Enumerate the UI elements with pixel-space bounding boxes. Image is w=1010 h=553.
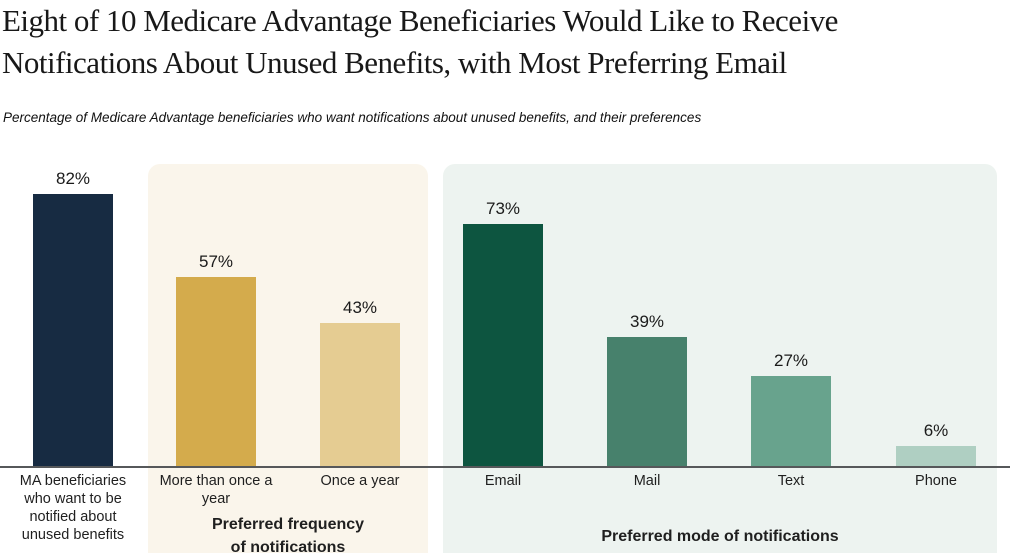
bar-slot-phone: 6% Phone	[864, 0, 1008, 553]
bar-category-label: Mail	[633, 473, 661, 489]
bar-category-label: Text	[777, 473, 805, 489]
bar-slot-email: 73% Email	[431, 0, 575, 553]
bar-category-label: Phone	[915, 473, 957, 489]
bar-ma-beneficiaries	[33, 194, 113, 466]
bar-slot-once-a-year: 43% Once a year	[288, 0, 432, 553]
bar-category-label: MA beneficiaries who want to be notified…	[19, 473, 127, 543]
bar-value-label: 43%	[342, 298, 378, 317]
bar-category-label: More than once a year	[159, 473, 273, 507]
bar-slot-more-than-once: 57% More than once a year	[144, 0, 288, 553]
frequency-panel-caption: Preferred frequency of notifications	[211, 516, 365, 553]
bar-once-a-year	[320, 323, 400, 466]
bar-value-label: 6%	[923, 421, 949, 440]
bar-category-label: Once a year	[320, 473, 400, 489]
bar-value-label: 82%	[55, 169, 91, 188]
bar-email	[463, 224, 543, 466]
bar-category-label: Email	[484, 473, 522, 489]
bar-mail	[607, 337, 687, 466]
bar-slot-text: 27% Text	[719, 0, 863, 553]
mode-panel-caption: Preferred mode of notifications	[601, 528, 839, 545]
bar-slot-ma-beneficiaries: 82% MA beneficiaries who want to be noti…	[1, 0, 145, 553]
x-axis-line	[0, 466, 1010, 468]
bar-phone	[896, 446, 976, 466]
bar-value-label: 57%	[198, 252, 234, 271]
chart-subtitle: Percentage of Medicare Advantage benefic…	[3, 110, 702, 125]
chart-title: Eight of 10 Medicare Advantage Beneficia…	[2, 3, 838, 80]
bar-more-than-once-a-year	[176, 277, 256, 466]
bar-slot-mail: 39% Mail	[575, 0, 719, 553]
bar-value-label: 39%	[629, 312, 665, 331]
bar-value-label: 27%	[773, 351, 809, 370]
bar-value-label: 73%	[485, 199, 521, 218]
bar-text	[751, 376, 831, 466]
